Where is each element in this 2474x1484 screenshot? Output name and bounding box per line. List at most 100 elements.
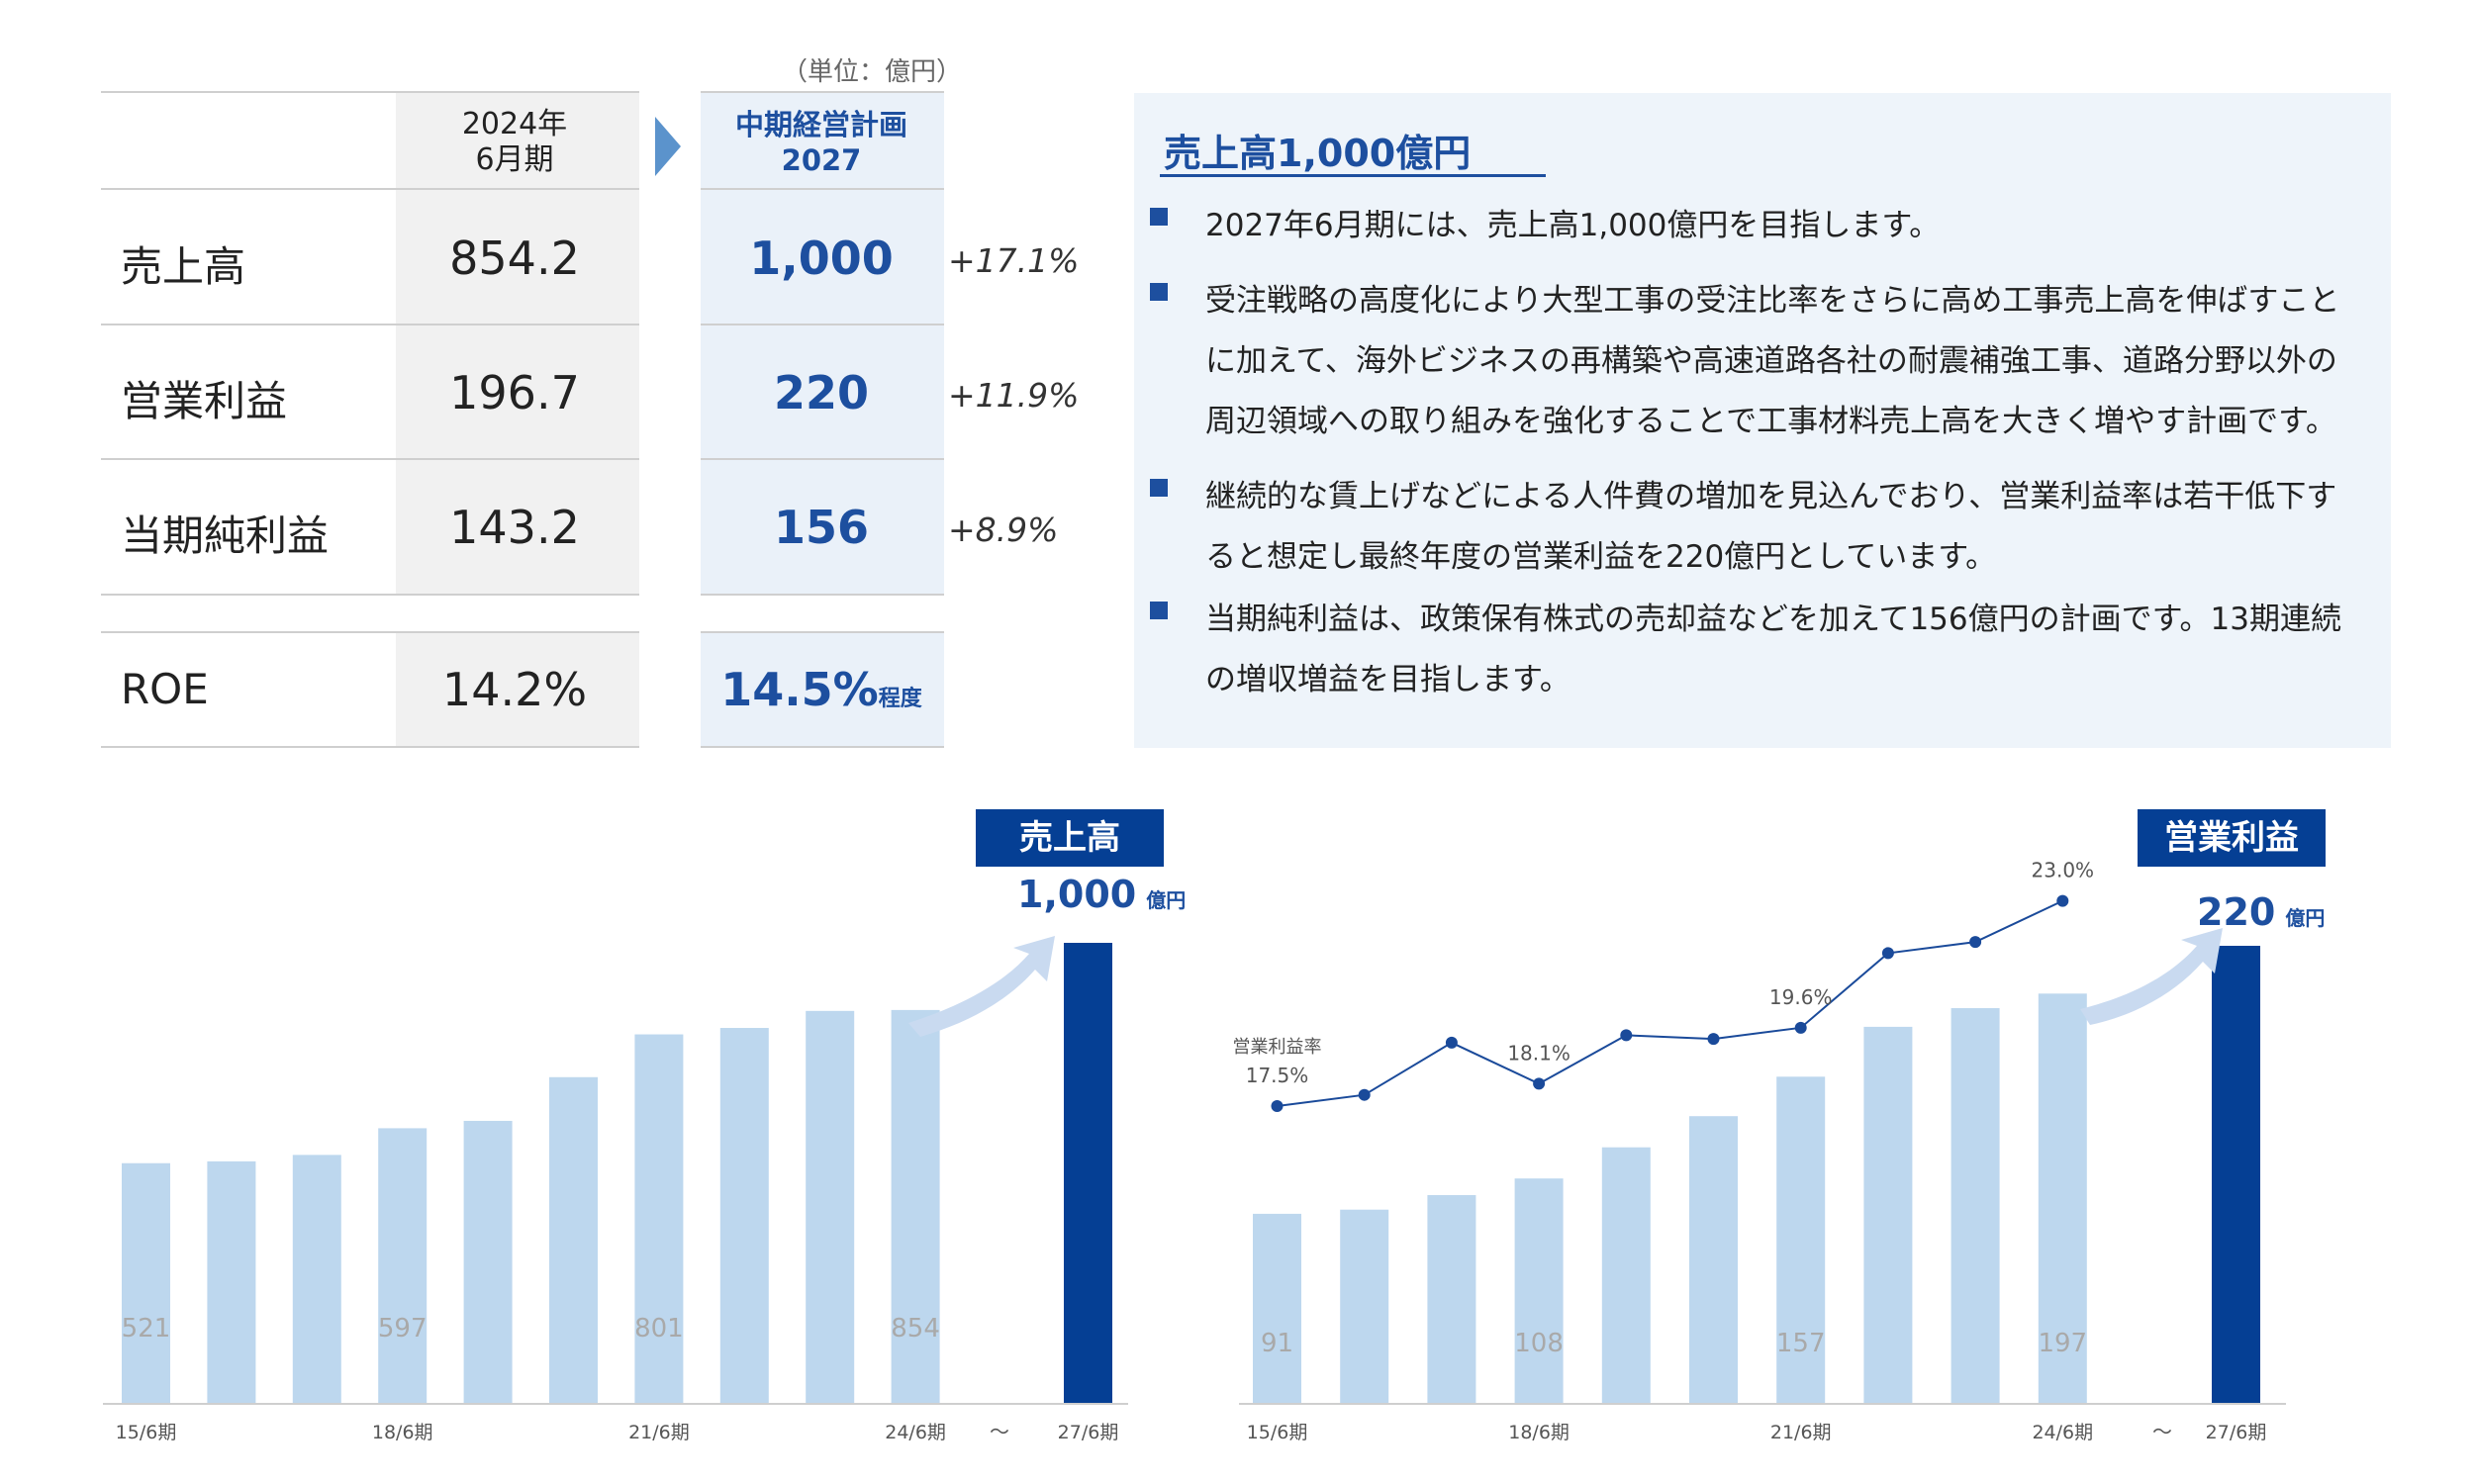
current-roe-bg — [396, 631, 639, 748]
bullet-item: 受注戦略の高度化により大型工事の受注比率をさらに高め工事売上高を伸ばすこと に加… — [1150, 271, 2377, 452]
bar-15/6期 — [1253, 1213, 1301, 1403]
x-tick-label: 27/6期 — [1058, 1422, 1119, 1443]
bar-24/6期 — [2038, 993, 2087, 1403]
margin-data-label: 17.5% — [1246, 1064, 1309, 1087]
operating-profit-target-unit: 億円 — [2285, 906, 2326, 930]
plan-roe: 14.5%程度 — [703, 663, 940, 716]
bullet-item: 2027年6月期には、売上高1,000億円を目指します。 — [1150, 196, 2377, 256]
growth-sales: +17.1% — [948, 241, 1080, 280]
plan-roe-value: 14.5% — [720, 663, 879, 716]
sales-chart: 521 597 801 854 15/6期 18/6期 21/6期 24/6期 27/6期 ～ 売… — [99, 791, 1207, 1464]
bar-22/6期 — [719, 1028, 769, 1403]
data-label: 108 — [1514, 1329, 1564, 1358]
row-label-operating-profit: 営業利益 — [121, 377, 288, 425]
header-current-period: 2024年 6月期 — [461, 107, 568, 177]
x-tick-label: 24/6期 — [885, 1422, 946, 1443]
bar-19/6期 — [463, 1120, 513, 1403]
operating-margin-line — [1277, 899, 2063, 1107]
current-sales: 854.2 — [449, 232, 580, 285]
margin-point-24/6期 — [2056, 894, 2069, 907]
sales-target-value: 1,000 — [1017, 873, 1137, 916]
x-tick-label: 21/6期 — [1770, 1422, 1832, 1443]
operating-profit-chart-svg: 91 108 157 197 15/6期 18/6期 21/6期 24/6期 27/6期 ～ 17.… — [1233, 859, 2286, 1443]
bar-23/6期 — [1951, 1008, 2000, 1403]
bar-21/6期 — [634, 1034, 684, 1403]
arrow-right-icon — [655, 117, 681, 176]
x-tick-label: 27/6期 — [2206, 1422, 2267, 1443]
bar-16/6期 — [207, 1160, 256, 1403]
title-underline — [1160, 174, 1546, 177]
axis-break-label: ～ — [2152, 1420, 2172, 1443]
plan-column-bg — [701, 91, 944, 594]
margin-data-label: 19.6% — [1769, 985, 1833, 1009]
plan-net-income: 156 — [773, 501, 870, 554]
data-label: 157 — [1776, 1329, 1826, 1358]
data-label: 197 — [2038, 1329, 2087, 1358]
bar-20/6期 — [549, 1076, 598, 1403]
data-label: 521 — [122, 1314, 171, 1344]
bar-16/6期 — [1340, 1209, 1389, 1403]
bar-17/6期 — [1427, 1195, 1476, 1403]
unit-label: （単位：億円） — [782, 57, 963, 87]
sales-target: 1,000 億円 — [1017, 873, 1186, 916]
bullet-text: 当期純利益は、政策保有株式の売却益などを加えて156億円の計画です。13期連続 … — [1205, 602, 2341, 697]
margin-data-label: 23.0% — [2032, 859, 2095, 882]
plan-operating-profit: 220 — [773, 366, 870, 419]
data-label: 597 — [378, 1314, 428, 1344]
row-label-sales: 売上高 — [121, 242, 246, 291]
bullet-item: 当期純利益は、政策保有株式の売却益などを加えて156億円の計画です。13期連続 … — [1150, 590, 2377, 710]
bar-21/6期 — [1776, 1076, 1826, 1403]
header-plan: 中期経営計画 2027 — [734, 108, 907, 177]
margin-point-19/6期 — [1620, 1029, 1633, 1042]
square-bullet-icon — [1150, 283, 1168, 301]
bar-18/6期 — [378, 1128, 428, 1403]
operating-profit-badge: 営業利益 — [2138, 809, 2326, 867]
bar-22/6期 — [1863, 1026, 1913, 1403]
margin-point-23/6期 — [1969, 936, 1982, 949]
square-bullet-icon — [1150, 479, 1168, 497]
margin-point-18/6期 — [1533, 1077, 1546, 1090]
bullet-text: 受注戦略の高度化により大型工事の受注比率をさらに高め工事売上高を伸ばすこと に加… — [1205, 283, 2340, 439]
x-tick-label: 21/6期 — [628, 1422, 690, 1443]
margin-point-21/6期 — [1794, 1021, 1807, 1034]
x-tick-label: 24/6期 — [2032, 1422, 2093, 1443]
growth-net-income: +8.9% — [948, 510, 1059, 549]
data-label: 801 — [634, 1314, 684, 1344]
row-label-roe: ROE — [121, 665, 209, 713]
bar-18/6期 — [1514, 1178, 1564, 1403]
x-tick-label: 15/6期 — [116, 1422, 177, 1443]
plan-roe-suffix: 程度 — [878, 687, 922, 711]
growth-operating-profit: +11.9% — [948, 376, 1080, 415]
growth-arrow-icon — [2080, 928, 2223, 1025]
data-label: 854 — [891, 1314, 940, 1344]
current-net-income: 143.2 — [449, 501, 580, 554]
current-column-bg — [396, 91, 639, 594]
margin-point-16/6期 — [1358, 1088, 1371, 1101]
bar-24/6期 — [891, 1009, 940, 1403]
plan-roe-bg — [701, 631, 944, 748]
row-label-net-income: 当期純利益 — [121, 511, 330, 560]
summary-title: 売上高1,000億円 — [1164, 132, 1472, 175]
plan-sales: 1,000 — [749, 232, 894, 285]
margin-point-20/6期 — [1707, 1033, 1720, 1046]
bar-27/6期 — [1064, 943, 1112, 1403]
bullet-item: 継続的な賃上げなどによる人件費の増加を見込んでおり、営業利益率は若干低下す ると… — [1150, 467, 2377, 588]
bar-17/6期 — [292, 1155, 341, 1403]
bullet-text: 2027年6月期には、売上高1,000億円を目指します。 — [1205, 208, 1941, 243]
x-tick-label: 18/6期 — [1508, 1422, 1570, 1443]
bar-15/6期 — [122, 1162, 170, 1403]
margin-point-22/6期 — [1881, 947, 1894, 960]
sales-target-unit: 億円 — [1146, 888, 1187, 912]
operating-profit-chart: 91 108 157 197 15/6期 18/6期 21/6期 24/6期 27/6期 ～ 17.… — [1233, 791, 2375, 1464]
margin-point-15/6期 — [1271, 1100, 1284, 1112]
axis-break-label: ～ — [990, 1420, 1009, 1443]
bar-23/6期 — [806, 1010, 855, 1403]
operating-profit-target-value: 220 — [2197, 890, 2276, 934]
current-operating-profit: 196.7 — [449, 366, 580, 419]
current-roe: 14.2% — [441, 663, 588, 716]
summary-box: 売上高1,000億円 2027年6月期には、売上高1,000億円を目指します。 … — [1134, 93, 2391, 748]
x-tick-label: 15/6期 — [1247, 1422, 1308, 1443]
bullet-text: 継続的な賃上げなどによる人件費の増加を見込んでおり、営業利益率は若干低下す ると… — [1205, 479, 2337, 575]
growth-arrow-icon — [908, 936, 1055, 1037]
x-tick-label: 18/6期 — [372, 1422, 433, 1443]
